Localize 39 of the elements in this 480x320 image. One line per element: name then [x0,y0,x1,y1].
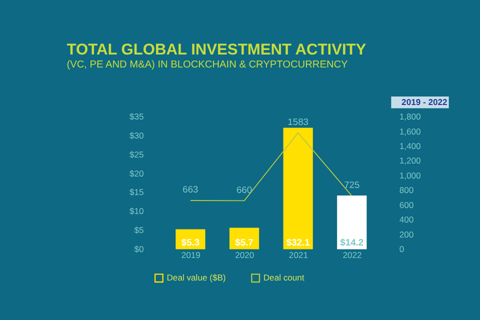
bar [229,228,260,250]
y2-tick-label: 1,600 [399,126,422,136]
x-tick-label: 2020 [235,250,254,260]
legend-label: Deal count [263,272,305,282]
y2-tick-label: 600 [399,200,414,210]
y-tick-label: $0 [134,244,144,254]
x-tick-label: 2021 [288,250,308,260]
y2-tick-label: 400 [399,214,414,225]
y2-tick-label: 1,000 [399,170,422,180]
y-tick-label: $10 [129,206,144,216]
text: 2019 - 2022 [402,97,448,108]
y2-tick-label: 200 [399,229,414,240]
y2-tick-label: 0 [399,244,404,254]
y-tick-label: $30 [129,130,144,140]
chart-subtitle: (VC, PE AND M&A) IN BLOCKCHAIN & CRYPTOCURRENCY [66,60,348,71]
data-label: $5.7 [235,237,254,248]
data-label: 725 [344,180,360,190]
y2-tick-label: 800 [399,185,414,196]
data-label: $5.3 [181,237,200,248]
data-label: 660 [236,184,252,195]
data-label: $32.1 [286,237,310,248]
x-tick-label: 2019 [181,250,201,260]
y-tick-label: $25 [129,149,144,160]
x-tick-label: 2022 [342,250,362,260]
y-tick-label: $5 [134,225,144,236]
y-tick-label: $20 [129,168,144,178]
chart-title: TOTAL GLOBAL INVESTMENT ACTIVITY [66,41,367,58]
y2-tick-label: 1,200 [399,156,422,166]
data-label: $14.2 [340,237,364,248]
bar [176,229,206,250]
y2-tick-label: 1,400 [399,140,422,151]
y-tick-label: $15 [129,187,144,198]
bar [337,196,367,250]
legend-label: Deal value ($B) [166,272,226,282]
y-tick-label: $35 [129,112,144,122]
bar [283,128,313,250]
y2-tick-label: 1,800 [399,112,422,122]
data-label: 1583 [288,116,308,127]
data-label: 663 [182,184,198,195]
